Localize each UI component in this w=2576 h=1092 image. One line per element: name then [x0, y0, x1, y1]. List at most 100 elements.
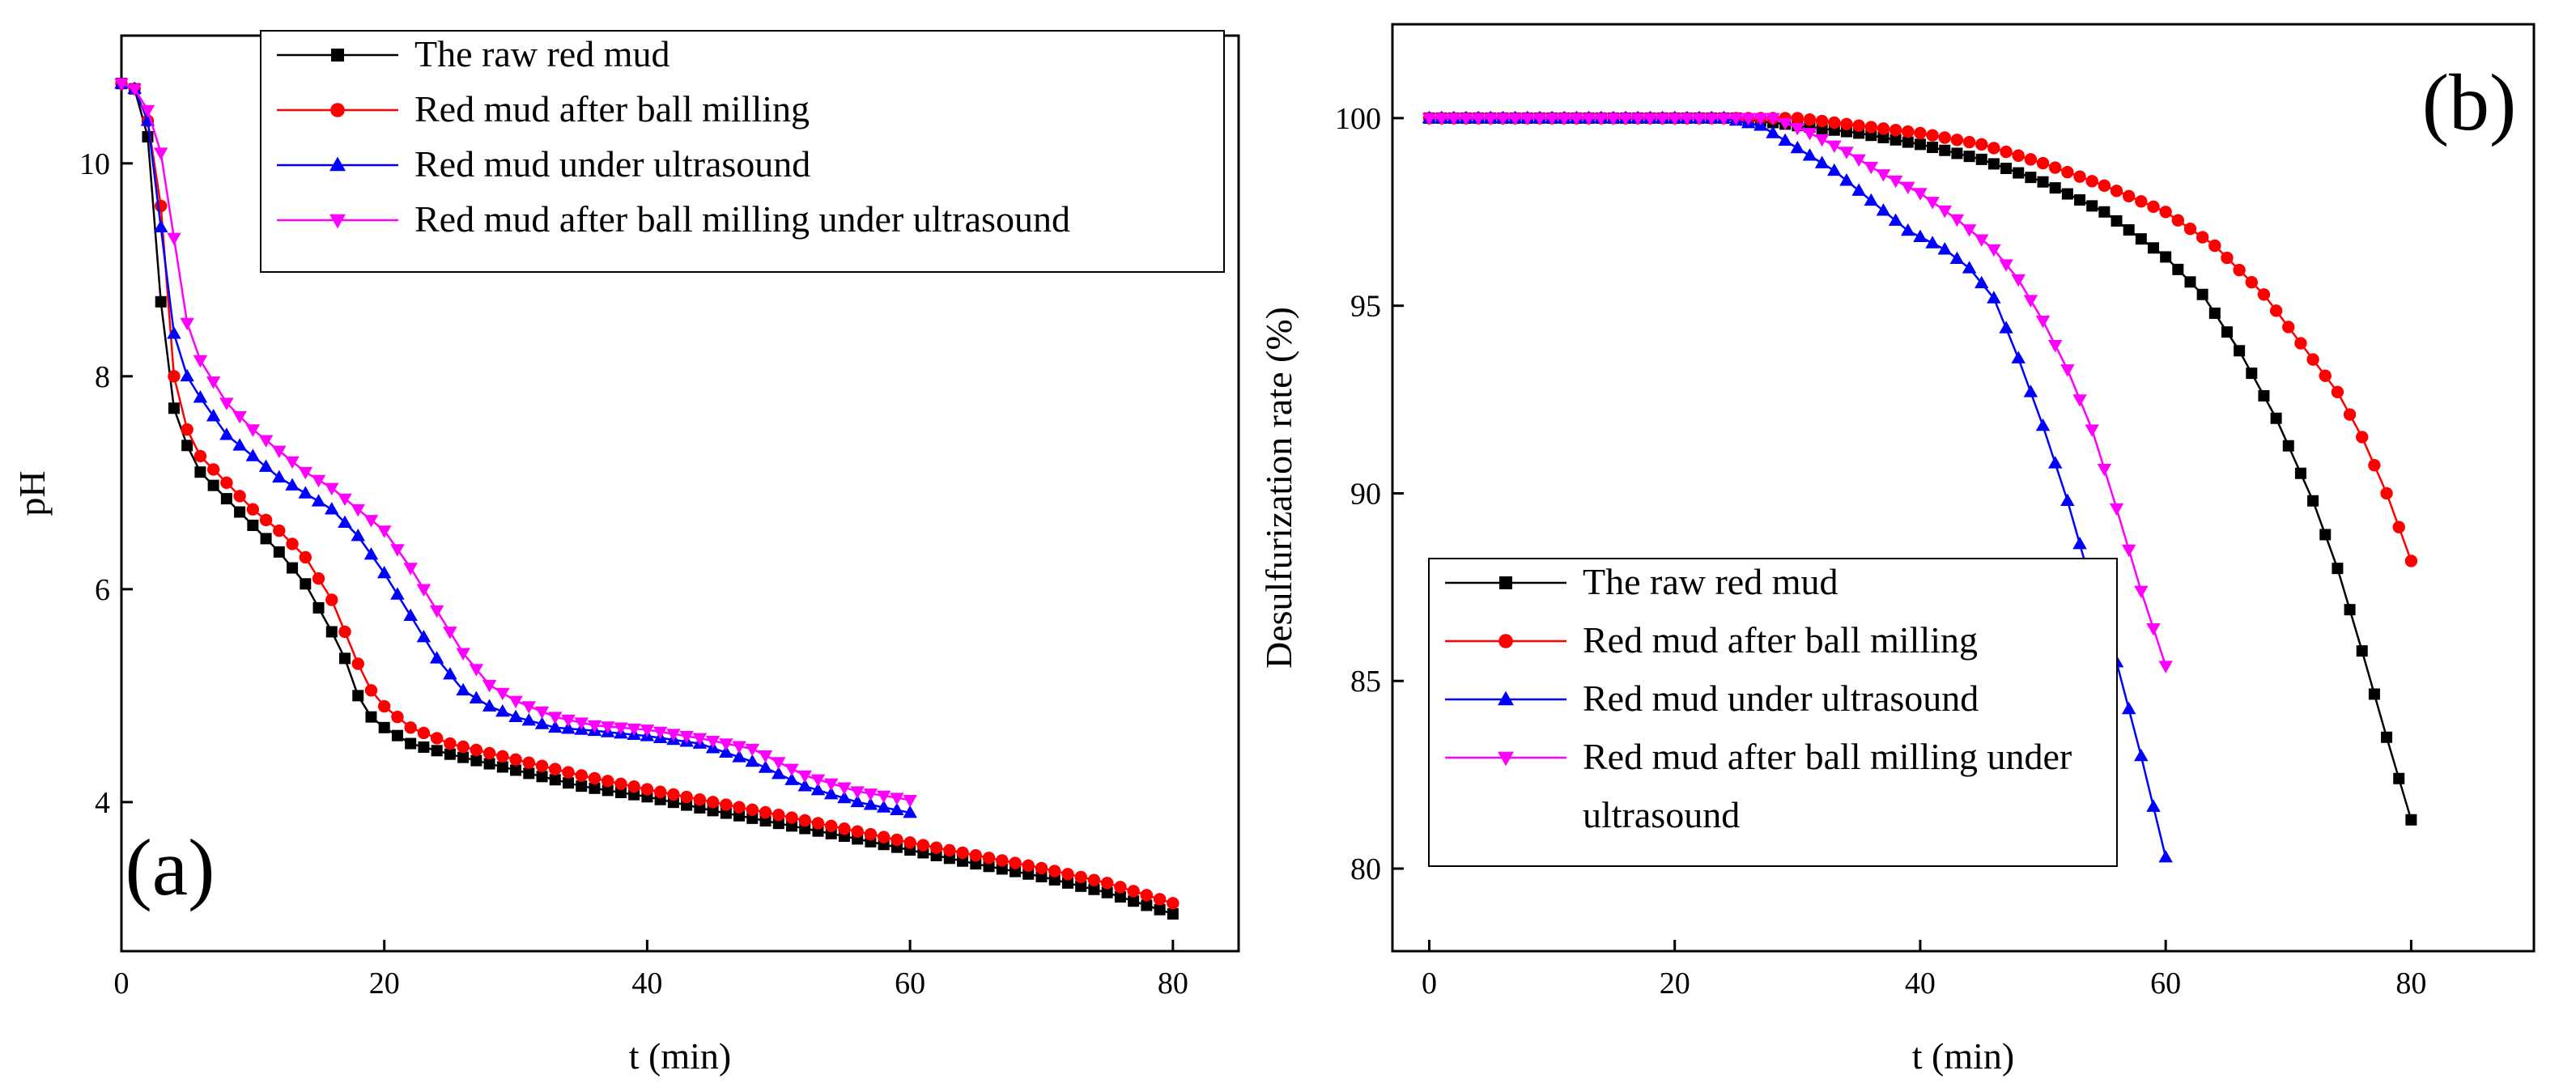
data-point-red-mud-under-ultrasound [363, 547, 379, 560]
data-point-the-raw-red-mud [312, 601, 325, 614]
data-point-the-raw-red-mud [247, 519, 259, 531]
data-point-red-mud-after-ball-milling-under-ultrasound [1802, 128, 1817, 141]
data-point-red-mud-after-ball-milling [2061, 165, 2074, 179]
data-point-red-mud-after-ball-milling-under-ultrasound [1814, 134, 1830, 147]
data-point-red-mud-after-ball-milling-under-ultrasound [548, 712, 563, 724]
data-point-red-mud-after-ball-milling [233, 490, 246, 503]
data-point-red-mud-after-ball-milling-under-ultrasound [1864, 161, 1879, 175]
data-point-red-mud-after-ball-milling [2012, 149, 2025, 162]
legend-box-b [1428, 558, 2118, 867]
data-point-the-raw-red-mud [707, 805, 719, 817]
data-point-red-mud-after-ball-milling-under-ultrasound [1459, 113, 1473, 125]
data-point-red-mud-after-ball-milling [1962, 135, 1976, 149]
data-point-red-mud-under-ultrasound [850, 794, 865, 808]
data-point-red-mud-after-ball-milling-under-ultrasound [719, 738, 733, 751]
data-point-red-mud-after-ball-milling [1061, 868, 1074, 881]
legend-marker-the-raw-red-mud [331, 49, 344, 62]
series-red-mud-after-ball-milling-b [1422, 112, 2418, 567]
data-point-red-mud-after-ball-milling [746, 803, 759, 817]
data-point-red-mud-after-ball-milling [2122, 189, 2136, 203]
data-point-the-raw-red-mud [2234, 345, 2246, 357]
data-point-red-mud-after-ball-milling-under-ultrasound [1766, 113, 1780, 125]
data-point-red-mud-after-ball-milling [640, 783, 654, 796]
y-tick-label-a: 10 [79, 147, 110, 181]
data-point-red-mud-after-ball-milling [785, 811, 798, 824]
data-point-the-raw-red-mud [2196, 288, 2208, 300]
data-point-red-mud-after-ball-milling-under-ultrasound [298, 466, 313, 480]
data-point-red-mud-under-ultrasound [298, 486, 313, 499]
data-point-red-mud-after-ball-milling [1914, 126, 1927, 140]
legend-marker-the-raw-red-mud [1499, 576, 1512, 589]
data-point-red-mud-after-ball-milling [864, 827, 878, 841]
data-point-red-mud-under-ultrasound [403, 608, 418, 622]
data-point-the-raw-red-mud [1889, 134, 1902, 146]
data-point-red-mud-after-ball-milling-under-ultrasound [1483, 113, 1498, 125]
data-point-red-mud-under-ultrasound [732, 750, 746, 763]
data-point-the-raw-red-mud [378, 721, 390, 733]
data-point-red-mud-after-ball-milling [1938, 131, 1951, 144]
data-point-red-mud-under-ultrasound [2035, 418, 2051, 431]
data-point-the-raw-red-mud [2049, 182, 2061, 194]
data-point-red-mud-under-ultrasound [876, 800, 891, 813]
data-point-the-raw-red-mud [1167, 907, 1179, 920]
data-point-red-mud-under-ultrasound [1839, 173, 1854, 186]
y-tick-label-b: 100 [1335, 102, 1381, 136]
data-point-the-raw-red-mud [2184, 276, 2196, 288]
data-point-red-mud-after-ball-milling [2294, 337, 2307, 350]
data-point-red-mud-after-ball-milling [259, 513, 273, 527]
data-point-red-mud-after-ball-milling-under-ultrasound [1999, 259, 2013, 272]
data-point-red-mud-after-ball-milling-under-ultrasound [1925, 197, 1940, 210]
data-point-the-raw-red-mud [983, 860, 995, 873]
data-point-red-mud-after-ball-milling [1950, 134, 1964, 147]
data-point-red-mud-after-ball-milling-under-ultrasound [285, 456, 300, 470]
data-point-the-raw-red-mud [1914, 138, 1926, 151]
data-point-the-raw-red-mud [1877, 131, 1889, 143]
data-point-red-mud-under-ultrasound [258, 459, 274, 472]
data-point-the-raw-red-mud [207, 479, 219, 491]
data-point-red-mud-after-ball-milling-under-ultrasound [2035, 315, 2051, 329]
data-point-the-raw-red-mud [2172, 263, 2184, 275]
data-point-red-mud-after-ball-milling [1100, 877, 1114, 890]
data-point-the-raw-red-mud [2368, 688, 2380, 700]
data-point-red-mud-after-ball-milling-under-ultrasound [1545, 113, 1559, 125]
data-point-red-mud-after-ball-milling [614, 777, 627, 790]
data-point-red-mud-after-ball-milling-under-ultrasound [1974, 234, 1989, 247]
data-point-red-mud-after-ball-milling [969, 848, 982, 862]
data-point-red-mud-under-ultrasound [837, 790, 852, 804]
data-point-the-raw-red-mud [614, 787, 627, 799]
data-point-red-mud-after-ball-milling-under-ultrasound [1557, 113, 1572, 125]
data-point-red-mud-after-ball-milling [206, 463, 220, 476]
data-point-red-mud-after-ball-milling [482, 746, 496, 760]
data-point-red-mud-after-ball-milling [2356, 431, 2369, 444]
data-point-red-mud-after-ball-milling [575, 769, 588, 782]
data-point-red-mud-after-ball-milling-under-ultrasound [627, 723, 641, 737]
data-point-red-mud-under-ultrasound [443, 666, 457, 680]
data-point-red-mud-after-ball-milling [2380, 487, 2393, 500]
data-point-red-mud-after-ball-milling [1791, 112, 1804, 125]
data-point-red-mud-after-ball-milling [956, 846, 969, 860]
legend-entry-red-mud-after-ball-milling: Red mud after ball milling [414, 88, 810, 130]
data-point-the-raw-red-mud [1987, 158, 2000, 170]
data-point-the-raw-red-mud [220, 493, 232, 505]
data-point-the-raw-red-mud [996, 863, 1008, 875]
data-point-red-mud-under-ultrasound [1974, 275, 1989, 289]
data-point-the-raw-red-mud [2013, 167, 2025, 179]
data-point-red-mud-after-ball-milling [2147, 200, 2160, 213]
data-point-red-mud-under-ultrasound [784, 772, 799, 785]
data-point-red-mud-after-ball-milling-under-ultrasound [837, 782, 852, 795]
data-point-the-raw-red-mud [2332, 563, 2344, 575]
data-point-red-mud-after-ball-milling-under-ultrasound [272, 445, 287, 458]
y-tick-label-b: 90 [1350, 477, 1381, 511]
data-point-the-raw-red-mud [470, 754, 482, 767]
data-point-red-mud-after-ball-milling [1877, 122, 1890, 135]
data-point-red-mud-after-ball-milling-under-ultrasound [679, 731, 694, 744]
data-point-red-mud-after-ball-milling-under-ultrasound [1581, 113, 1596, 125]
data-point-red-mud-under-ultrasound [495, 703, 510, 717]
data-point-red-mud-after-ball-milling-under-ultrasound [245, 424, 261, 437]
data-point-the-raw-red-mud [1035, 870, 1048, 882]
data-point-the-raw-red-mud [1939, 144, 1951, 156]
data-point-red-mud-after-ball-milling-under-ultrasound [2109, 503, 2124, 516]
data-point-the-raw-red-mud [339, 652, 351, 665]
data-point-red-mud-after-ball-milling-under-ultrasound [508, 695, 523, 709]
